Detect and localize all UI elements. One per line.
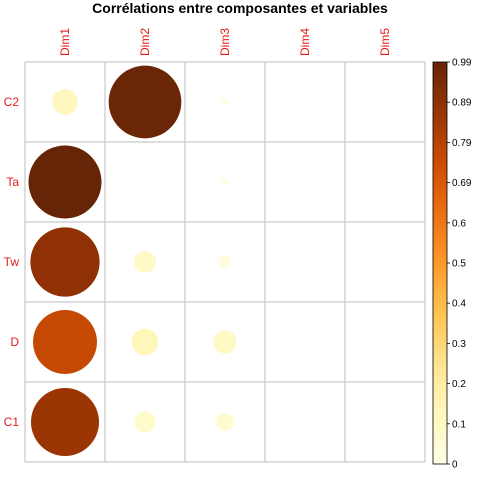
- column-label-dim1: Dim1: [58, 28, 72, 56]
- colorbar-tick-label: 0.3: [452, 339, 466, 350]
- corr-circle-tw-dim2: [133, 250, 157, 274]
- colorbar-tick-label: 0: [452, 460, 458, 471]
- row-labels: C2 Ta Tw D C1: [4, 95, 20, 429]
- row-label-d: D: [10, 335, 19, 349]
- corr-circle-ta-dim1: [28, 145, 102, 219]
- color-legend: 0 0.1 0.2 0.3 0.4 0.5 0.6 0.69 0.79 0.89 0.99: [432, 58, 472, 471]
- corr-circle-tw-dim1: [30, 227, 100, 297]
- column-label-dim4: Dim4: [298, 28, 312, 56]
- corr-circle-c2-dim3: [221, 98, 229, 106]
- chart-title: Corrélations entre composantes et variab…: [92, 0, 388, 16]
- colorbar-tick-label: 0.5: [452, 259, 466, 270]
- colorbar-tick-label: 0.1: [452, 419, 466, 430]
- colorbar-tick-label: 0.69: [452, 178, 472, 189]
- row-label-c1: C1: [4, 415, 20, 429]
- colorbar-tick-label: 0.99: [452, 58, 472, 69]
- column-label-dim2: Dim2: [138, 28, 152, 56]
- column-label-dim3: Dim3: [218, 28, 232, 56]
- corr-circle-tw-dim3: [218, 255, 232, 269]
- column-label-dim5: Dim5: [378, 28, 392, 56]
- corr-circle-d-dim2: [131, 328, 159, 356]
- corr-circle-c1-dim1: [30, 387, 100, 457]
- corr-circle-c2-dim1: [52, 89, 78, 115]
- colorbar-tick-label: 0.2: [452, 379, 466, 390]
- colorbar-tick-label: 0.89: [452, 98, 472, 109]
- colorbar-tick-label: 0.79: [452, 138, 472, 149]
- correlation-grid: [24, 61, 426, 463]
- corr-circle-c1-dim2: [134, 411, 156, 433]
- colorbar-tick-label: 0.6: [452, 218, 466, 229]
- corr-circle-c2-dim2: [108, 65, 182, 139]
- colorbar-gradient: [432, 61, 448, 465]
- row-label-tw: Tw: [4, 255, 20, 269]
- corr-circle-d-dim3: [213, 330, 237, 354]
- colorbar-tick-label: 0.4: [452, 299, 466, 310]
- corr-circle-ta-dim3: [221, 178, 229, 186]
- corr-circle-c1-dim3: [216, 413, 234, 431]
- row-label-ta: Ta: [6, 175, 19, 189]
- row-label-c2: C2: [4, 95, 20, 109]
- corr-circle-d-dim1: [33, 310, 97, 374]
- column-labels: Dim1 Dim2 Dim3 Dim4 Dim5: [58, 28, 392, 56]
